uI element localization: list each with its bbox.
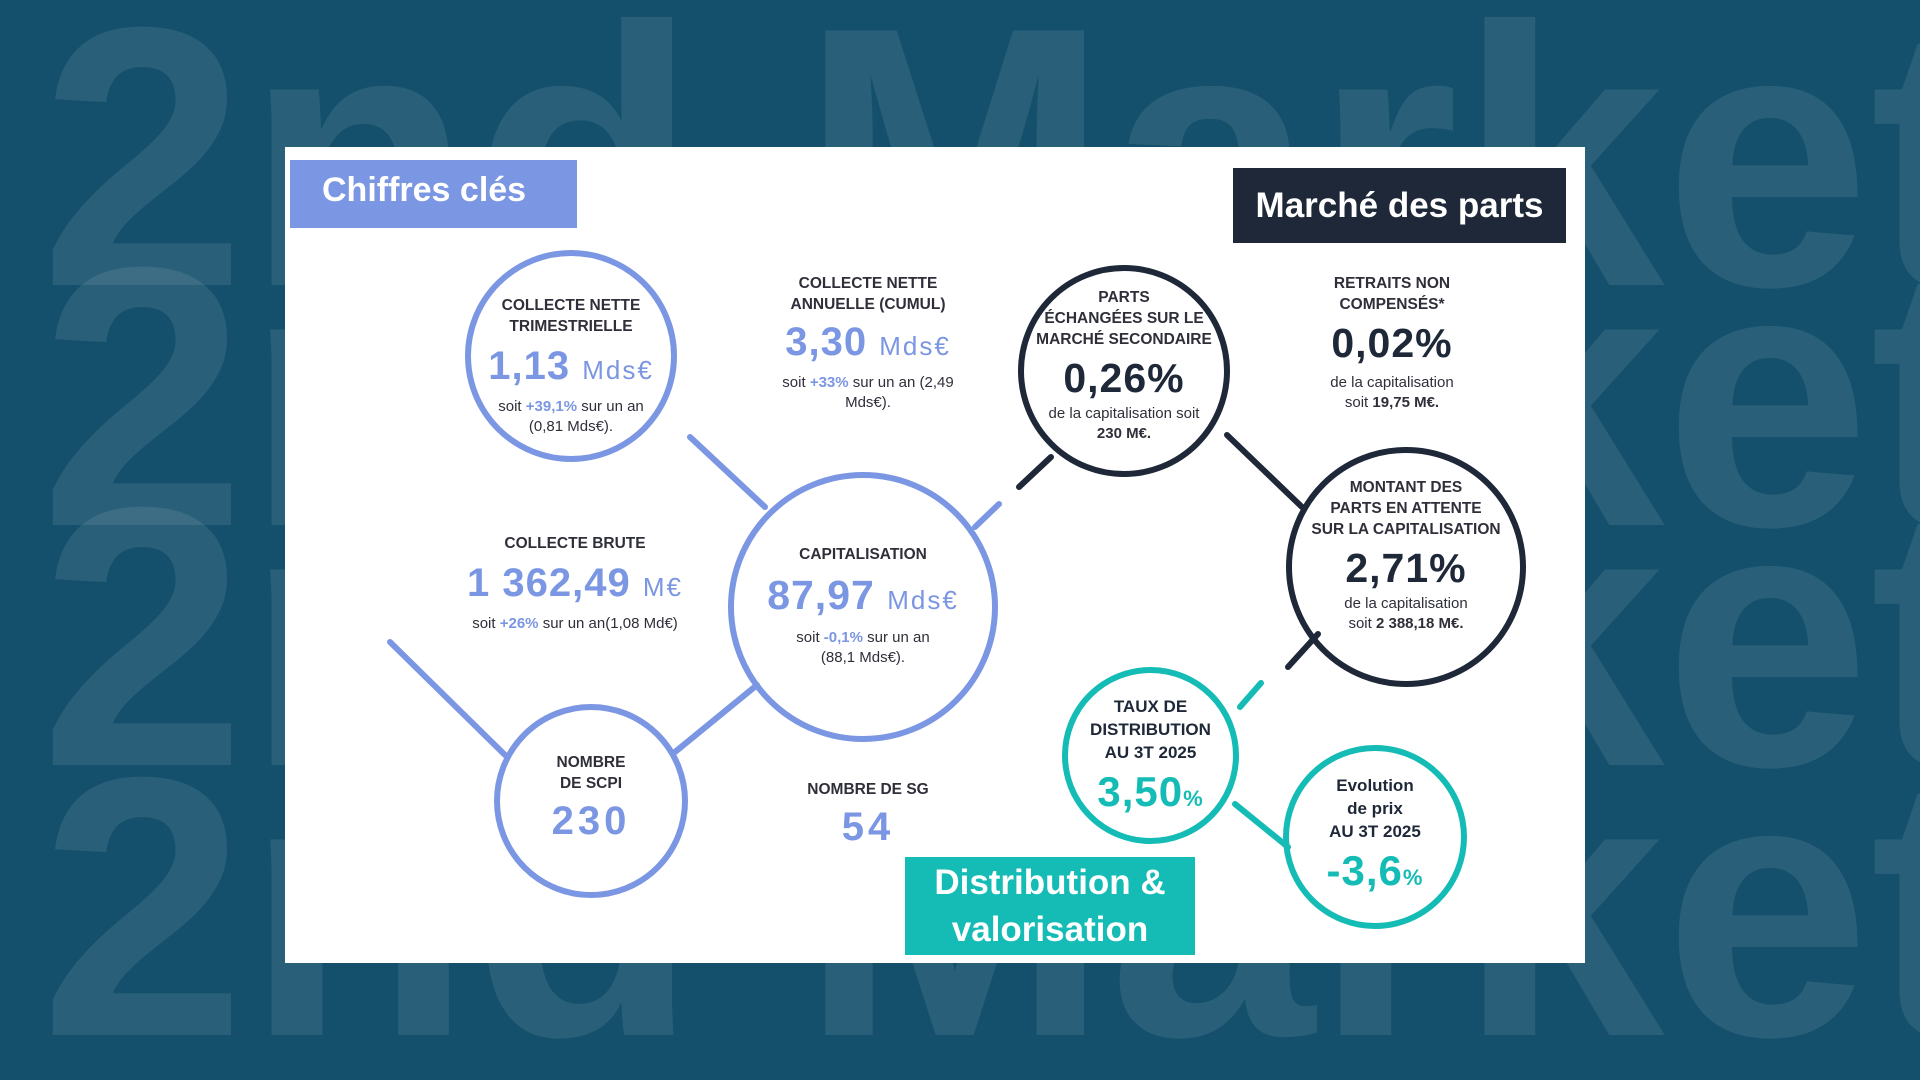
unit: % [1183, 786, 1204, 811]
label-line: ÉCHANGÉES SUR LE [1044, 310, 1204, 327]
tag-marche-des-parts: Marché des parts [1233, 168, 1566, 243]
value: 230 [551, 799, 631, 843]
connector-trimestrielle-capitalisation [687, 434, 768, 510]
value: 0,02% [1331, 320, 1453, 366]
circle-evolution-prix [1283, 745, 1467, 929]
note: soit -0,1% sur un an [796, 629, 930, 646]
label-line: MONTANT DES [1349, 479, 1463, 496]
unit: Mds€ [887, 585, 959, 615]
tag-distribution-line-1: Distribution & [934, 863, 1166, 902]
note: soit 19,75 M€. [1344, 394, 1440, 411]
value: 0,26% [1063, 355, 1185, 401]
connector-distribution-evolution [1232, 801, 1291, 850]
stat-parts-attente: MONTANT DES PARTS EN ATTENTE SUR LA CAPI… [1296, 477, 1516, 634]
label-line: COLLECTE BRUTE [504, 535, 646, 552]
circle-capitalisation [728, 472, 998, 742]
circle-nombre-scpi [494, 704, 688, 898]
stat-evolution-prix: Evolution de prix AU 3T 2025 -3,6% [1285, 774, 1465, 904]
note: soit +33% sur un an (2,49 [782, 374, 954, 391]
connector-scpi-diagonal [387, 639, 508, 758]
tag-distribution-valorisation: Distribution & valorisation [905, 857, 1195, 955]
label-line: COMPENSÉS* [1339, 296, 1445, 313]
stat-collecte-trimestrielle: COLLECTE NETTE TRIMESTRIELLE 1,13 Mds€ s… [461, 295, 681, 437]
stat-nombre-sg: NOMBRE DE SG 54 [778, 779, 958, 852]
circle-collecte-trimestrielle [465, 250, 677, 462]
label-line: PARTS [1098, 289, 1150, 306]
label-line: Evolution [1336, 776, 1414, 795]
label-line: TAUX DE [1113, 697, 1188, 716]
stat-taux-distribution: TAUX DE DISTRIBUTION AU 3T 2025 3,50% [1065, 695, 1236, 825]
connector-secondaire-attente [1224, 432, 1305, 510]
label-line: NOMBRE [556, 754, 626, 771]
unit: Mds€ [879, 331, 951, 361]
unit: Mds€ [582, 355, 654, 385]
note: soit +39,1% sur un an [498, 398, 644, 415]
note: 230 M€. [1096, 425, 1152, 442]
note: (88,1 Mds€). [820, 649, 906, 666]
circle-parts-echangees [1018, 265, 1230, 477]
label-line: AU 3T 2025 [1329, 822, 1421, 841]
unit: M€ [642, 572, 683, 602]
note: (0,81 Mds€). [528, 418, 614, 435]
tag-chiffres-cles: Chiffres clés [290, 160, 577, 228]
value: 87,97 Mds€ [767, 572, 959, 618]
connector-capitalisation-secondaire-1 [972, 501, 1002, 530]
stat-retraits: RETRAITS NON COMPENSÉS* 0,02% de la capi… [1287, 273, 1497, 413]
note: de la capitalisation soit [1048, 405, 1200, 422]
stat-capitalisation: CAPITALISATION 87,97 Mds€ soit -0,1% sur… [748, 544, 978, 668]
note: Mds€). [845, 394, 891, 411]
label-line: de prix [1347, 799, 1403, 818]
label-line: PARTS EN ATTENTE [1330, 500, 1482, 517]
value: -3,6% [1326, 847, 1424, 894]
connector-lines [387, 432, 1321, 850]
label-line: MARCHÉ SECONDAIRE [1036, 331, 1212, 348]
stat-nombre-scpi: NOMBRE DE SCPI 230 [501, 752, 681, 846]
label-line: CAPITALISATION [799, 546, 927, 563]
label-line: ANNUELLE (CUMUL) [790, 296, 946, 313]
label-line: SUR LA CAPITALISATION [1311, 521, 1501, 538]
note: soit 2 388,18 M€. [1348, 615, 1464, 632]
label-line: COLLECTE NETTE [798, 275, 938, 292]
label-line: COLLECTE NETTE [501, 297, 641, 314]
label-line: TRIMESTRIELLE [509, 318, 633, 335]
connector-capitalisation-scpi [672, 682, 760, 755]
label-line: AU 3T 2025 [1104, 743, 1197, 762]
label-line: RETRAITS NON [1333, 275, 1451, 292]
connector-capitalisation-secondaire-2 [1016, 454, 1054, 490]
circle-parts-attente [1286, 447, 1526, 687]
note: soit +26% sur un an(1,08 Md€) [472, 615, 678, 632]
label-line: DE SCPI [559, 775, 622, 792]
unit: % [1402, 865, 1424, 890]
stat-collecte-annuelle: COLLECTE NETTE ANNUELLE (CUMUL) 3,30 Mds… [763, 273, 973, 413]
circle-taux-distribution [1062, 667, 1239, 844]
stat-collecte-brute: COLLECTE BRUTE 1 362,49 M€ soit +26% sur… [445, 533, 705, 634]
connector-attente-distribution-2 [1237, 680, 1264, 710]
tag-marche-des-parts-text: Marché des parts [1255, 186, 1544, 225]
label-line: NOMBRE DE SG [807, 781, 929, 798]
value: 54 [841, 805, 895, 849]
note: de la capitalisation [1330, 374, 1454, 391]
stat-parts-echangees: PARTS ÉCHANGÉES SUR LE MARCHÉ SECONDAIRE… [1024, 287, 1224, 444]
value: 3,30 Mds€ [785, 320, 951, 364]
tag-distribution-line-2: valorisation [951, 910, 1149, 949]
value: 3,50% [1097, 768, 1204, 815]
value: 1 362,49 M€ [467, 561, 683, 605]
value: 1,13 Mds€ [488, 344, 654, 388]
note: de la capitalisation [1344, 595, 1468, 612]
tag-chiffres-cles-text: Chiffres clés [322, 171, 527, 209]
label-line: DISTRIBUTION [1090, 720, 1211, 739]
key-figures-panel: Chiffres clés Marché des parts Distribut… [285, 147, 1585, 963]
value: 2,71% [1345, 545, 1467, 591]
